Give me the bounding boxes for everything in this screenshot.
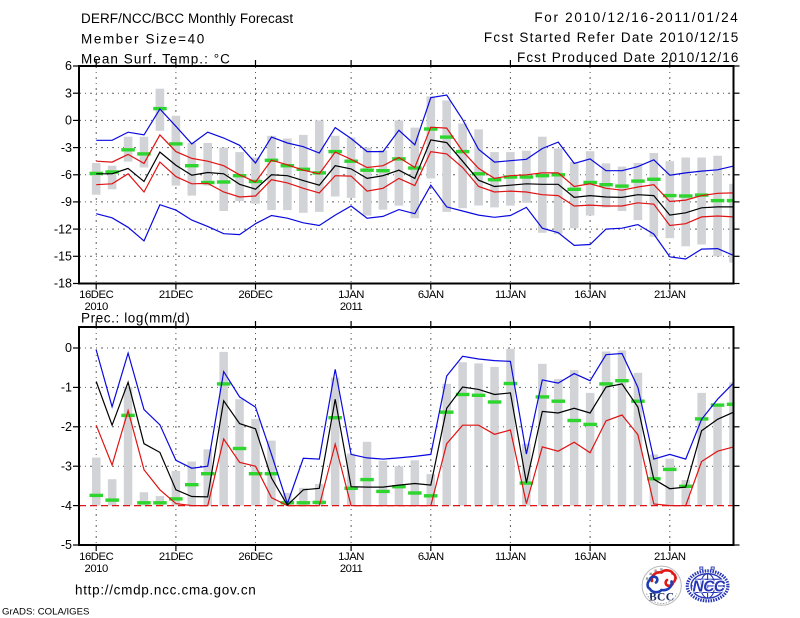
svg-text:0: 0	[65, 341, 72, 355]
svg-text:3: 3	[65, 86, 72, 100]
svg-text:-3: -3	[61, 459, 72, 473]
svg-text:-2: -2	[61, 420, 72, 434]
svg-text:-9: -9	[61, 195, 72, 209]
svg-text:2010: 2010	[85, 563, 108, 575]
svg-text:GrADS: COLA/IGES: GrADS: COLA/IGES	[2, 607, 89, 618]
svg-text:21DEC: 21DEC	[159, 289, 193, 301]
svg-text:-18: -18	[54, 277, 72, 291]
svg-text:-4: -4	[61, 499, 72, 513]
svg-text:-12: -12	[54, 222, 72, 236]
svg-text:BCC: BCC	[649, 592, 674, 604]
svg-text:0: 0	[65, 114, 72, 128]
svg-text:6JAN: 6JAN	[418, 551, 444, 563]
svg-text:-5: -5	[61, 538, 72, 552]
svg-text:Prec.: log(mm/d): Prec.: log(mm/d)	[81, 311, 190, 326]
svg-text:NCC: NCC	[693, 579, 726, 596]
svg-text:Member Size=40: Member Size=40	[81, 32, 206, 47]
svg-text:2011: 2011	[340, 301, 363, 313]
svg-text:1JAN: 1JAN	[338, 551, 364, 563]
svg-text:-15: -15	[54, 250, 72, 264]
svg-text:16DEC: 16DEC	[79, 551, 113, 563]
svg-text:-6: -6	[61, 168, 72, 182]
svg-text:16DEC: 16DEC	[79, 289, 113, 301]
svg-text:For 2010/12/16-2011/01/24: For 2010/12/16-2011/01/24	[534, 10, 739, 25]
svg-text:2010: 2010	[85, 301, 108, 313]
svg-text:Fcst Started Refer Date 2010/1: Fcst Started Refer Date 2010/12/15	[484, 30, 740, 45]
svg-text:6JAN: 6JAN	[418, 289, 444, 301]
svg-text:11JAN: 11JAN	[495, 551, 526, 563]
svg-text:6: 6	[65, 59, 72, 73]
svg-text:21JAN: 21JAN	[654, 551, 686, 563]
svg-text:-3: -3	[61, 141, 72, 155]
svg-text:26DEC: 26DEC	[238, 289, 272, 301]
svg-text:11JAN: 11JAN	[495, 289, 526, 301]
svg-text:26DEC: 26DEC	[238, 551, 272, 563]
svg-text:21JAN: 21JAN	[654, 289, 686, 301]
svg-text:DERF/NCC/BCC Monthly Forecast: DERF/NCC/BCC Monthly Forecast	[81, 11, 293, 26]
svg-text:1JAN: 1JAN	[338, 289, 364, 301]
svg-text:-1: -1	[61, 381, 72, 395]
svg-text:2011: 2011	[340, 563, 363, 575]
svg-text:16JAN: 16JAN	[574, 551, 606, 563]
svg-text:Fcst Produced Date 2010/12/16: Fcst Produced Date 2010/12/16	[517, 50, 740, 65]
svg-text:21DEC: 21DEC	[159, 551, 193, 563]
svg-text:16JAN: 16JAN	[574, 289, 606, 301]
svg-text:http://cmdp.ncc.cma.gov.cn: http://cmdp.ncc.cma.gov.cn	[75, 583, 257, 598]
svg-text:Mean Surf. Temp.: °C: Mean Surf. Temp.: °C	[81, 52, 231, 67]
